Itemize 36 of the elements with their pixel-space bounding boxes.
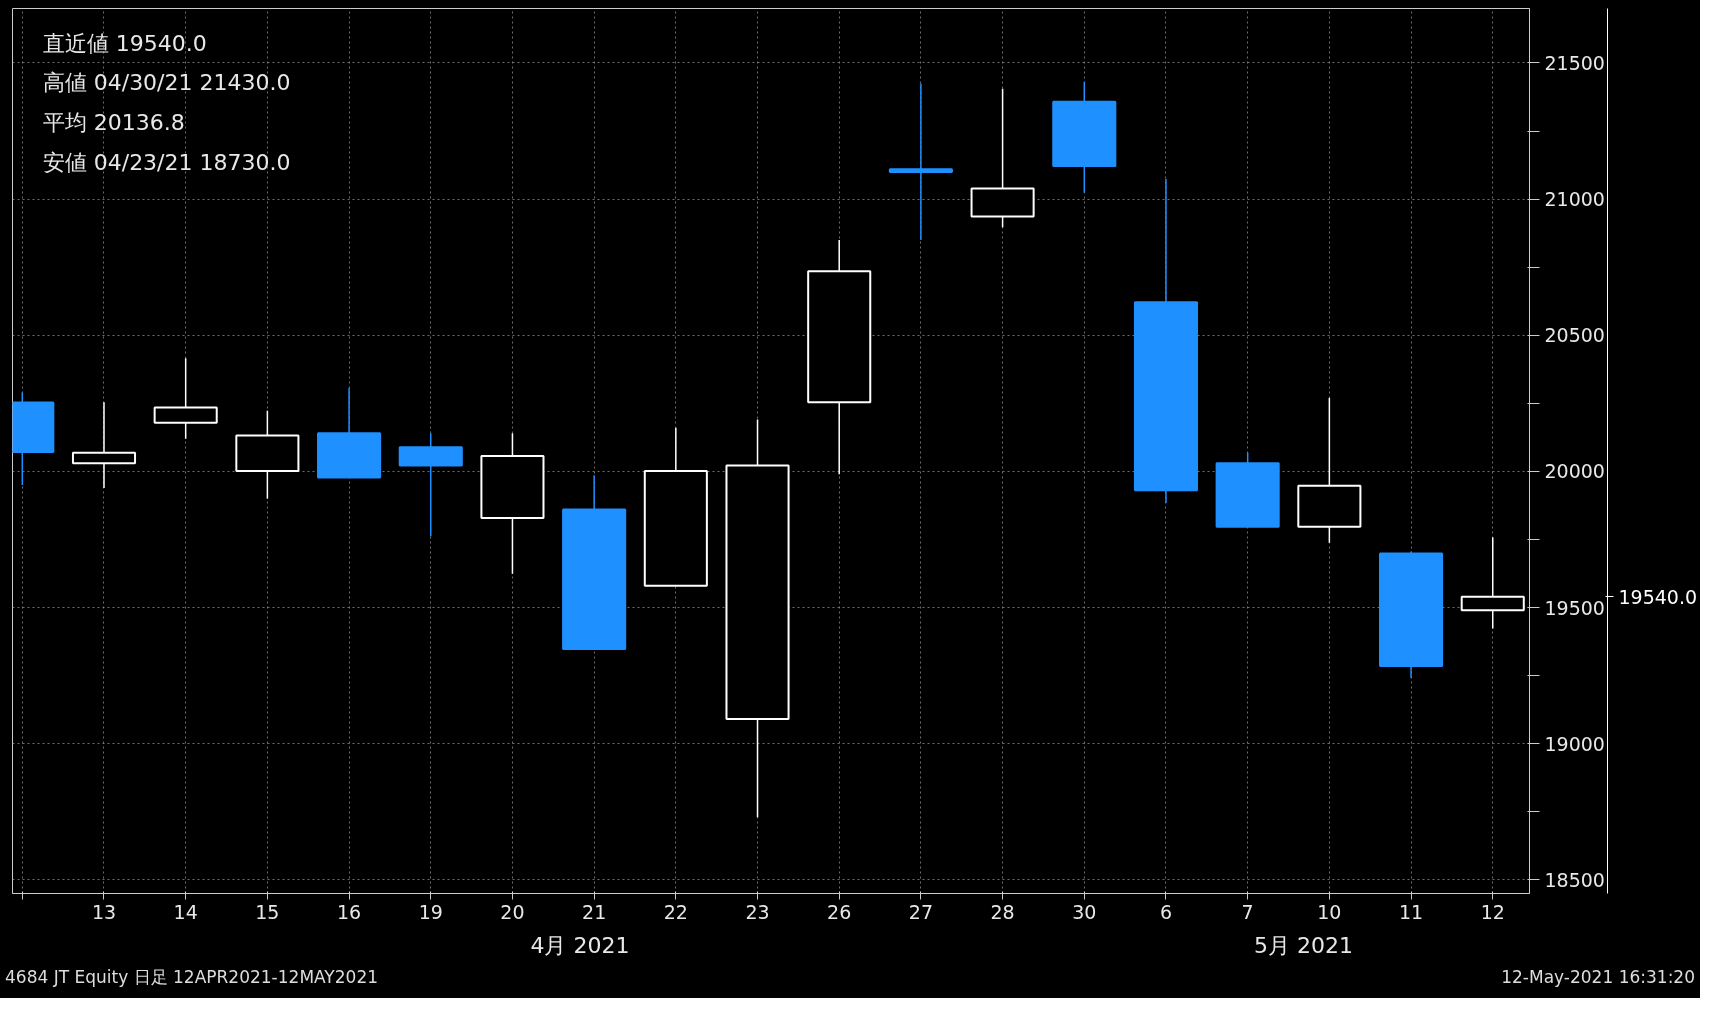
x-tick-label: 7 (1241, 900, 1254, 923)
y-tick-label: 20500 (1544, 324, 1605, 347)
text: 19540.0 (1618, 585, 1698, 608)
x-tick-label: 20 (500, 900, 525, 923)
y-tick-label: 21000 (1544, 188, 1605, 211)
annotation: 高値 04/30/21 21430.0 (42, 70, 291, 96)
x-tick-label: 13 (91, 900, 117, 923)
x-tick-label: 10 (1317, 900, 1342, 923)
annotation: 平均 20136.8 (42, 110, 185, 136)
x-tick-label: 12 (1480, 900, 1505, 923)
x-tick-label: 26 (827, 900, 852, 923)
x-tick-label: 30 (1072, 900, 1097, 923)
y-tick-label: 19500 (1544, 596, 1605, 619)
text: 5月 2021 (1253, 932, 1353, 958)
x-tick-label: 6 (1159, 900, 1173, 923)
candlestick (71, 401, 137, 489)
annotation: 直近値 19540.0 (42, 30, 207, 56)
x-tick-label: 14 (173, 900, 198, 923)
annotation: 安値 04/23/21 18730.0 (42, 150, 291, 176)
x-tick-label: 16 (336, 900, 362, 923)
x-tick-label: 19 (418, 900, 443, 923)
y-tick-label: 19000 (1544, 732, 1605, 755)
text: 4月 2021 (530, 932, 630, 958)
y-tick-label: 20000 (1544, 460, 1605, 483)
x-tick-label: 15 (255, 900, 280, 923)
x-tick-label: 11 (1398, 900, 1424, 923)
candlestick (888, 82, 953, 241)
y-tick-label: 18500 (1544, 868, 1605, 891)
text: 12-May-2021 16:31:20 (1501, 966, 1695, 989)
x-tick-label: 22 (663, 900, 688, 923)
x-tick-label: 21 (582, 900, 607, 923)
text: 4684 JT Equity 日足 12APR2021-12MAY2021 (5, 966, 379, 989)
x-tick-label: 28 (990, 900, 1015, 923)
x-tick-label: 27 (908, 900, 933, 923)
y-tick-label: 21500 (1544, 51, 1605, 74)
x-tick-label: 23 (745, 900, 770, 923)
